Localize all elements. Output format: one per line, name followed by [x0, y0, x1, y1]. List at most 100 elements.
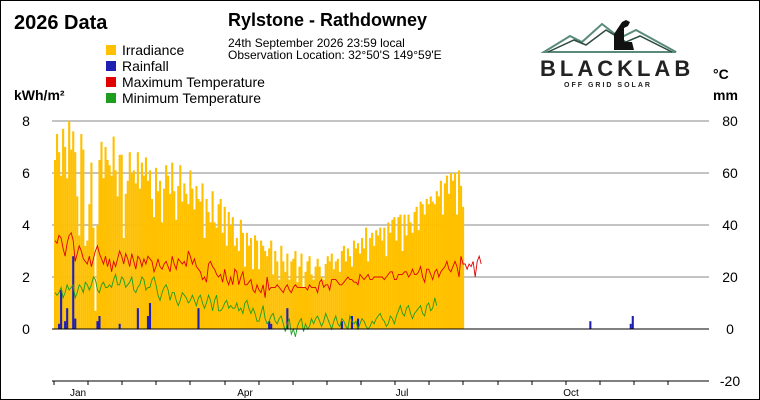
irradiance-bar: [231, 217, 234, 329]
irradiance-bar: [191, 188, 194, 329]
irradiance-bar: [163, 188, 166, 329]
irradiance-bar: [159, 180, 162, 329]
y-left-tick-label: 0: [22, 321, 30, 337]
irradiance-bar: [423, 214, 426, 329]
irradiance-bar: [223, 206, 226, 329]
irradiance-bar: [389, 232, 392, 329]
irradiance-bar: [344, 261, 347, 329]
y-right-tick-label: 40: [722, 217, 738, 233]
irradiance-bar: [284, 271, 287, 329]
irradiance-bar: [142, 175, 145, 329]
irradiance-bar: [371, 232, 374, 329]
irradiance-bar: [144, 157, 147, 329]
irradiance-bar: [233, 245, 236, 329]
irradiance-bar: [187, 204, 190, 329]
irradiance-bar: [322, 279, 325, 329]
y-left-tick-label: 8: [22, 113, 30, 129]
irradiance-bar: [78, 235, 81, 329]
legend-swatch-irradiance: [106, 45, 116, 55]
rainfall-bar: [629, 323, 632, 329]
irradiance-bar: [165, 165, 168, 329]
irradiance-bar: [260, 240, 263, 329]
irradiance-bar: [120, 154, 123, 329]
y-left-tick-label: 2: [22, 269, 30, 285]
irradiance-bar: [241, 232, 244, 329]
irradiance-bar: [72, 131, 75, 329]
irradiance-bar: [148, 170, 152, 329]
irradiance-bar: [288, 279, 291, 329]
irradiance-bar: [373, 245, 376, 329]
irradiance-bar: [367, 261, 370, 329]
rainfall-bar: [66, 308, 69, 329]
irradiance-bar: [173, 191, 176, 329]
irradiance-bar: [379, 227, 382, 329]
irradiance-bar: [411, 232, 414, 329]
rainfall-bar: [58, 323, 61, 329]
irradiance-bar: [245, 232, 248, 329]
irradiance-bar: [217, 204, 220, 329]
irradiance-bar: [318, 266, 321, 329]
logo-wordmark: BLACKLAB: [540, 56, 695, 81]
observation-date: 24th September 2026 23:59 local: [228, 36, 405, 50]
irradiance-bar: [300, 253, 303, 329]
blacklab-logo: BLACKLAB OFF GRID SOLAR: [540, 12, 695, 89]
y-right-tick-label: 0: [726, 321, 734, 337]
irradiance-bar: [243, 266, 246, 329]
irradiance-bar: [266, 256, 269, 329]
irradiance-bar: [193, 209, 196, 329]
irradiance-bar: [399, 214, 402, 329]
irradiance-bar: [70, 149, 73, 329]
irradiance-bar: [225, 245, 228, 329]
irradiance-bar: [155, 167, 158, 329]
irradiance-bar: [56, 134, 59, 329]
irradiance-bar: [427, 204, 430, 329]
rainfall-bar: [64, 321, 67, 329]
y-right-tick-label: 60: [722, 165, 738, 181]
irradiance-bar: [183, 183, 186, 329]
irradiance-bar: [258, 269, 261, 329]
irradiance-bar: [280, 245, 283, 329]
irradiance-bar: [60, 175, 63, 329]
rainfall-bar: [118, 323, 121, 329]
irradiance-bar: [462, 206, 465, 329]
y-left-tick-label: 4: [22, 217, 30, 233]
irradiance-bar: [181, 201, 184, 329]
irradiance-bar: [354, 248, 358, 329]
irradiance-bar: [294, 251, 297, 329]
chart-title: Rylstone - Rathdowney: [228, 10, 428, 30]
irradiance-bar: [132, 170, 135, 329]
irradiance-bar: [415, 206, 418, 329]
irradiance-bar: [171, 162, 174, 329]
rainfall-bar: [631, 316, 634, 329]
x-tick-label: Apr: [237, 388, 253, 399]
irradiance-bar: [114, 170, 117, 329]
irradiance-bar: [328, 261, 331, 329]
irradiance-bar: [185, 193, 188, 329]
legend-swatch-max-temp: [106, 77, 116, 87]
irradiance-bar: [336, 258, 339, 329]
irradiance-bar: [458, 170, 461, 329]
legend-item-rainfall: Rainfall: [106, 58, 265, 74]
irradiance-bar: [314, 266, 317, 329]
irradiance-bar: [365, 227, 368, 329]
irradiance-bar: [312, 279, 315, 329]
irradiance-bar: [429, 196, 432, 329]
irradiance-bar: [90, 162, 93, 329]
irradiance-bar: [169, 193, 172, 329]
irradiance-bar: [346, 248, 349, 329]
irradiance-bar: [84, 245, 87, 329]
irradiance-bar: [94, 310, 97, 329]
rainfall-bar: [60, 290, 63, 329]
irradiance-bar: [96, 225, 99, 329]
irradiance-bar: [391, 219, 394, 329]
legend-swatch-rainfall: [106, 61, 116, 71]
irradiance-bar: [298, 266, 301, 329]
irradiance-bar: [146, 180, 150, 329]
irradiance-bar: [326, 256, 329, 329]
irradiance-bar: [219, 199, 222, 329]
irradiance-bar: [108, 165, 111, 329]
rainfall-bar: [286, 308, 289, 329]
irradiance-bar: [62, 128, 65, 329]
irradiance-bar: [150, 199, 154, 329]
rainfall-bar: [96, 321, 99, 329]
